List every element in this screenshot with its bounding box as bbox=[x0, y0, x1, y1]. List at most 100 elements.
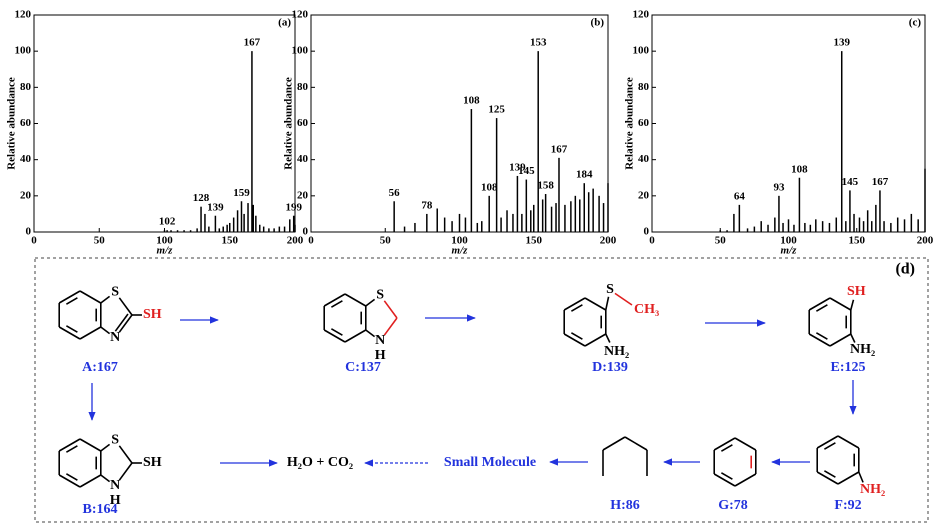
peak-label: 128 bbox=[193, 192, 210, 204]
peak-label: 102 bbox=[159, 216, 176, 228]
peak-label: 199 bbox=[285, 201, 302, 213]
x-axis-title: m/z bbox=[452, 245, 469, 257]
atom: S bbox=[111, 432, 119, 447]
y-tick-label: 60 bbox=[297, 117, 309, 129]
y-tick-label: 80 bbox=[297, 81, 309, 93]
atom: NH₂ bbox=[860, 482, 885, 497]
bond bbox=[614, 292, 633, 306]
bond bbox=[816, 471, 839, 485]
atom: NH₂ bbox=[604, 344, 629, 359]
node-label: C:137 bbox=[345, 360, 381, 375]
y-tick-label: 100 bbox=[633, 45, 650, 57]
y-tick-label: 100 bbox=[292, 45, 309, 57]
atom: NH₂ bbox=[850, 342, 875, 357]
node-label: H:86 bbox=[610, 498, 640, 513]
bond bbox=[344, 329, 367, 343]
y-tick-label: 0 bbox=[26, 226, 32, 238]
bond bbox=[808, 297, 831, 311]
peak-label: 167 bbox=[551, 143, 568, 155]
y-tick-label: 80 bbox=[638, 81, 650, 93]
bond bbox=[720, 444, 733, 452]
bond bbox=[829, 297, 852, 311]
peak-label: 108 bbox=[463, 95, 480, 107]
x-tick-label: 200 bbox=[287, 235, 304, 247]
bond bbox=[330, 328, 343, 336]
atom: N bbox=[375, 333, 385, 348]
atom: SH bbox=[143, 307, 162, 322]
y-axis-title: Relative abundance bbox=[624, 77, 636, 170]
peak-label: 108 bbox=[481, 181, 498, 193]
bond bbox=[58, 474, 81, 488]
bond bbox=[79, 474, 102, 488]
y-tick-label: 40 bbox=[297, 153, 309, 165]
panel-label: (a) bbox=[278, 17, 291, 29]
bond bbox=[100, 474, 111, 483]
peak-label: 139 bbox=[833, 37, 850, 49]
peak-label: 184 bbox=[576, 169, 593, 181]
bond bbox=[808, 333, 831, 347]
bond bbox=[58, 326, 81, 340]
bond bbox=[65, 297, 78, 305]
y-tick-label: 40 bbox=[20, 153, 32, 165]
bond bbox=[118, 297, 133, 316]
peak-label: 159 bbox=[233, 187, 250, 199]
bond bbox=[850, 299, 855, 311]
bond bbox=[570, 304, 583, 312]
x-tick-label: 100 bbox=[451, 235, 468, 247]
peak-label: 125 bbox=[488, 104, 505, 116]
y-tick-label: 40 bbox=[638, 153, 650, 165]
x-tick-label: 100 bbox=[780, 235, 797, 247]
x-tick-label: 200 bbox=[600, 235, 617, 247]
y-tick-label: 100 bbox=[15, 45, 32, 57]
bond bbox=[713, 437, 736, 451]
bond bbox=[118, 314, 133, 333]
atom: SH bbox=[847, 284, 866, 299]
y-tick-label: 120 bbox=[15, 9, 32, 21]
bond bbox=[837, 435, 860, 449]
bond bbox=[850, 333, 856, 343]
bond bbox=[734, 473, 757, 487]
bond bbox=[365, 298, 376, 307]
bond bbox=[815, 304, 828, 312]
node-label: B:164 bbox=[83, 502, 118, 517]
x-tick-label: 0 bbox=[649, 235, 655, 247]
diagram-frame bbox=[34, 257, 929, 523]
bond bbox=[823, 442, 836, 450]
bond bbox=[383, 300, 398, 319]
bond bbox=[713, 473, 736, 487]
peak-label: 145 bbox=[518, 165, 535, 177]
atom: S bbox=[111, 284, 119, 299]
y-tick-label: 60 bbox=[20, 117, 32, 129]
plot-frame bbox=[310, 14, 609, 233]
node-label: A:167 bbox=[82, 360, 118, 375]
panel-label: (d) bbox=[895, 261, 915, 278]
peak-label: 108 bbox=[791, 163, 808, 175]
bond bbox=[100, 295, 111, 304]
peak-label: 153 bbox=[530, 37, 547, 49]
atom: H bbox=[375, 348, 386, 363]
bond bbox=[344, 293, 367, 307]
panel-label: (b) bbox=[591, 17, 605, 29]
x-tick-label: 0 bbox=[308, 235, 314, 247]
bond bbox=[815, 332, 828, 340]
y-tick-label: 120 bbox=[292, 9, 309, 21]
bond bbox=[624, 436, 648, 451]
x-tick-label: 50 bbox=[380, 235, 392, 247]
peak-label: 158 bbox=[537, 180, 554, 192]
bond bbox=[837, 471, 860, 485]
y-tick-label: 0 bbox=[303, 226, 309, 238]
bond bbox=[584, 297, 607, 311]
peak-label: 139 bbox=[509, 161, 526, 173]
y-tick-label: 20 bbox=[638, 189, 650, 201]
y-axis-title: Relative abundance bbox=[283, 77, 295, 170]
y-axis-title: Relative abundance bbox=[6, 77, 18, 170]
bond bbox=[323, 329, 346, 343]
bond bbox=[100, 326, 111, 335]
bond bbox=[734, 437, 757, 451]
y-tick-label: 0 bbox=[644, 226, 650, 238]
x-axis-title: m/z bbox=[781, 245, 798, 257]
atom: N bbox=[110, 478, 120, 493]
bond bbox=[58, 438, 81, 452]
y-tick-label: 60 bbox=[638, 117, 650, 129]
peak-label: 56 bbox=[389, 187, 401, 199]
